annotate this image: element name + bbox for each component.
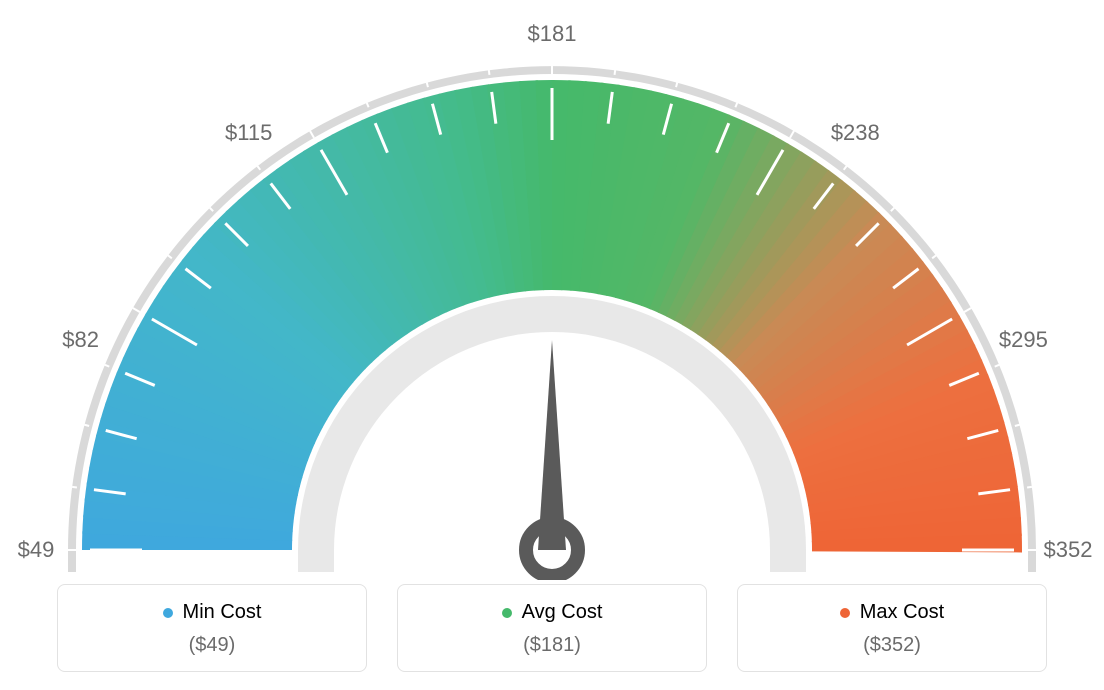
legend-label-min: Min Cost: [183, 601, 262, 624]
legend-dot-min: [163, 608, 173, 618]
gauge-tick-label: $82: [62, 327, 99, 353]
legend-card-max: Max Cost ($352): [737, 584, 1047, 672]
legend-dot-avg: [502, 608, 512, 618]
gauge-tick-label: $49: [18, 537, 55, 563]
legend-value-max: ($352): [748, 634, 1036, 657]
legend-card-avg: Avg Cost ($181): [397, 584, 707, 672]
legend-value-min: ($49): [68, 634, 356, 657]
legend-title-avg: Avg Cost: [502, 601, 603, 624]
legend-value-avg: ($181): [408, 634, 696, 657]
gauge-tick-label: $115: [225, 120, 272, 146]
cost-gauge: $49$82$115$181$238$295$352: [52, 20, 1052, 580]
gauge-tick-label: $181: [528, 21, 577, 47]
legend-title-min: Min Cost: [163, 601, 262, 624]
legend-dot-max: [840, 608, 850, 618]
gauge-tick-label: $352: [1044, 537, 1093, 563]
legend-label-max: Max Cost: [860, 601, 944, 624]
gauge-svg: [52, 20, 1052, 580]
legend-title-max: Max Cost: [840, 601, 944, 624]
legend-row: Min Cost ($49) Avg Cost ($181) Max Cost …: [57, 584, 1047, 672]
gauge-tick-label: $238: [831, 120, 880, 146]
legend-card-min: Min Cost ($49): [57, 584, 367, 672]
legend-label-avg: Avg Cost: [522, 601, 603, 624]
gauge-tick-label: $295: [999, 327, 1048, 353]
